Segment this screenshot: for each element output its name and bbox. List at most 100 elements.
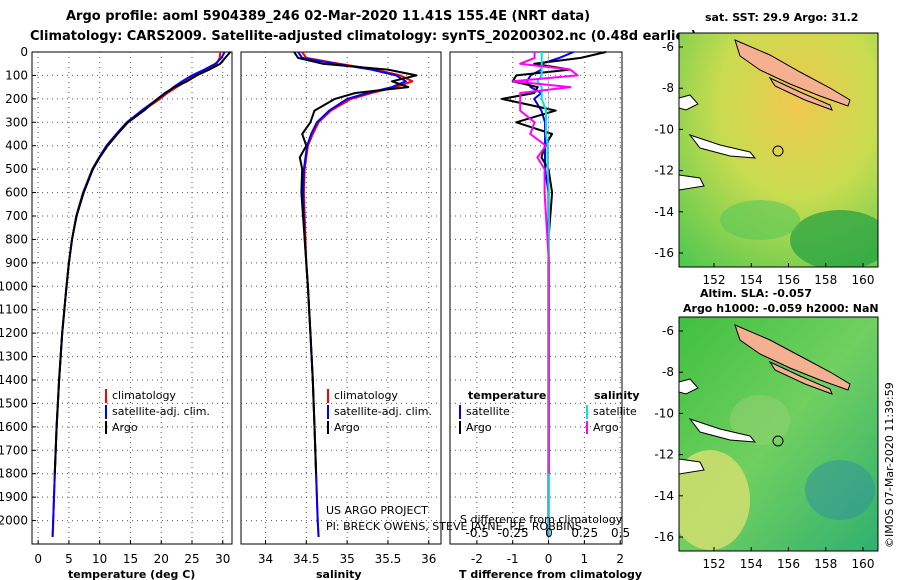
- map-lat-tick-label: -12: [654, 164, 674, 178]
- map-lat-tick-label: -10: [654, 122, 674, 136]
- series-line-climatology: [301, 51, 414, 538]
- depth-tick-label: 1200: [0, 326, 28, 340]
- map-lon-tick-label: 154: [740, 557, 763, 571]
- legend-satellite-adj: satellite-adj. clim.: [334, 405, 432, 418]
- temperature-panel-frame: [31, 51, 233, 545]
- depth-tick-label: 1900: [0, 490, 28, 504]
- temp-x-tick-label: 0: [34, 552, 42, 566]
- map-lon-tick-label: 160: [852, 557, 875, 571]
- sal-x-tick-label: 34.5: [293, 552, 320, 566]
- depth-tick-label: 300: [5, 115, 28, 129]
- argo-position-marker: [772, 435, 784, 447]
- depth-tick-label: 1000: [0, 279, 28, 293]
- sla-map: [679, 317, 878, 551]
- sla-lat-ticks: -6 -8 -10 -12 -14 -16: [654, 324, 683, 544]
- temperature-axis-label: temperature (deg C): [68, 568, 195, 580]
- legend-heading-temperature: temperature: [468, 389, 546, 402]
- s-difference-axis-label: S difference from climatology: [460, 513, 623, 526]
- x-axis-ticks: 0 5 10 15 20 25 30 34 34.5 35 35.5 36 -2 -1 0 1 2: [34, 540, 624, 566]
- legend-climatology: climatology: [334, 389, 398, 402]
- map-lon-tick-label: 152: [703, 557, 726, 571]
- depth-axis: 0 100 200 300 400 500 600 700 800 900 1000 1100 1200…: [0, 45, 36, 528]
- legend-satellite-s: satellite: [593, 405, 637, 418]
- title-line-2: Climatology: CARS2009. Satellite-adjuste…: [30, 29, 697, 44]
- s-diff-tick-label: 0: [545, 526, 553, 540]
- depth-tick-label: 400: [5, 139, 28, 153]
- map-lon-tick-label: 160: [852, 273, 875, 287]
- temp-x-tick-label: 25: [184, 552, 199, 566]
- argo-position-marker: [772, 145, 784, 157]
- s-diff-tick-label: 0.5: [611, 526, 630, 540]
- difference-axis-label: T difference from climatology: [459, 568, 642, 580]
- sla-lon-ticks: 152 154 156 158 160: [703, 547, 875, 571]
- depth-tick-label: 2000: [0, 514, 28, 528]
- grid-layer: [32, 52, 622, 544]
- salinity-legend: climatology satellite-adj. clim. Argo: [327, 389, 432, 434]
- temp-x-tick-label: 5: [65, 552, 73, 566]
- map-lon-tick-label: 158: [814, 273, 837, 287]
- sla-map-frame: [678, 316, 879, 552]
- diff-x-tick-label: 0: [545, 552, 553, 566]
- depth-tick-label: 0: [20, 45, 28, 59]
- depth-tick-label: 200: [5, 92, 28, 106]
- depth-tick-label: 1300: [0, 350, 28, 364]
- s-difference-ticks: -0.5 -0.25 0 0.25 0.5: [466, 526, 631, 540]
- s-diff-tick-label: 0.25: [571, 526, 598, 540]
- temperature-series: [51, 51, 231, 538]
- legend-argo: Argo: [334, 421, 360, 434]
- legend-climatology: climatology: [112, 389, 176, 402]
- diff-x-tick-label: -2: [471, 552, 483, 566]
- sal-x-tick-label: 36: [421, 552, 436, 566]
- map-lon-tick-label: 158: [814, 557, 837, 571]
- map-lat-tick-label: -14: [654, 205, 674, 219]
- map-lat-tick-label: -14: [654, 489, 674, 503]
- map-lat-tick-label: -12: [654, 448, 674, 462]
- map-lat-tick-label: -16: [654, 530, 674, 544]
- series-line-satellite-salinity-: [536, 52, 550, 537]
- temp-x-tick-label: 15: [123, 552, 138, 566]
- diff-x-tick-label: -1: [507, 552, 519, 566]
- sla-map-title: Altim. SLA: -0.057: [700, 287, 812, 300]
- s-diff-tick-label: -0.5: [466, 526, 489, 540]
- depth-tick-label: 1100: [0, 303, 28, 317]
- depth-tick-label: 100: [5, 68, 28, 82]
- map-lat-tick-label: -16: [654, 246, 674, 260]
- map-lon-tick-label: 156: [777, 557, 800, 571]
- depth-tick-label: 1600: [0, 420, 28, 434]
- credit-project: US ARGO PROJECT: [326, 504, 428, 517]
- map-lat-tick-label: -10: [654, 406, 674, 420]
- diff-x-tick-label: 2: [616, 552, 624, 566]
- depth-tick-label: 1500: [0, 396, 28, 410]
- difference-series: [501, 51, 607, 544]
- depth-tick-label: 600: [5, 186, 28, 200]
- sst-map-frame: [678, 32, 879, 268]
- depth-tick-label: 1700: [0, 443, 28, 457]
- map-lon-tick-label: 156: [777, 273, 800, 287]
- depth-tick-label: 1400: [0, 373, 28, 387]
- legend-satellite-adj: satellite-adj. clim.: [112, 405, 210, 418]
- sal-x-tick-label: 34: [258, 552, 273, 566]
- credit-pi: PI: BRECK OWENS, STEVE JAYNE, P.E. ROBBI…: [326, 520, 582, 533]
- series-line-argo-salinity-: [512, 52, 579, 474]
- series-line-satellite-adj-clim-: [51, 51, 226, 538]
- salinity-axis-label: salinity: [316, 568, 362, 580]
- depth-tick-label: 500: [5, 162, 28, 176]
- legend-heading-salinity: salinity: [594, 389, 640, 402]
- s-diff-tick-label: -0.25: [498, 526, 529, 540]
- imos-credit: ©IMOS 07-Mar-2020 11:39:59: [883, 382, 896, 548]
- legend-satellite-t: satellite: [466, 405, 510, 418]
- temperature-legend: climatology satellite-adj. clim. Argo: [105, 389, 210, 434]
- map-lat-tick-label: -6: [662, 40, 674, 54]
- salinity-series: [293, 51, 418, 538]
- temp-x-tick-label: 30: [215, 552, 230, 566]
- depth-tick-label: 1800: [0, 467, 28, 481]
- series-line-satellite-adj-clim-: [297, 51, 407, 538]
- sst-map-title: sat. SST: 29.9 Argo: 31.2: [705, 11, 858, 24]
- temp-x-tick-label: 20: [154, 552, 169, 566]
- sal-x-tick-label: 35.5: [375, 552, 402, 566]
- depth-tick-label: 900: [5, 256, 28, 270]
- series-line-argo: [53, 51, 231, 474]
- series-line-argo: [293, 51, 418, 474]
